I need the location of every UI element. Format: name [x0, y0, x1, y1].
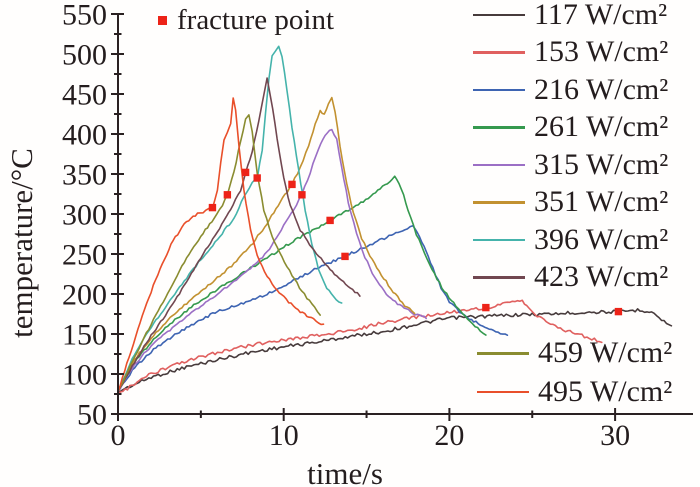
- y-tick-label: 350: [62, 159, 107, 192]
- curve-315: [117, 128, 427, 393]
- legend-item-495: 495 W/cm²: [477, 373, 672, 412]
- legend-line-swatch: [473, 126, 525, 129]
- legend-item-459: 459 W/cm²: [477, 334, 672, 373]
- legend-item-423: 423 W/cm²: [473, 259, 668, 297]
- legend-item-351: 351 W/cm²: [473, 184, 668, 222]
- curve-261: [117, 175, 487, 393]
- legend-item-261: 261 W/cm²: [473, 109, 668, 147]
- fracture-points: [208, 168, 623, 316]
- legend-item-label: 216 W/cm²: [534, 72, 669, 106]
- fracture-point-marker: [241, 168, 250, 177]
- legend-line-swatch: [477, 352, 529, 355]
- legend-item-label: 261 W/cm²: [534, 110, 669, 144]
- y-tick-label: 250: [62, 239, 107, 272]
- curve-396: [117, 45, 343, 393]
- x-tick-label: 10: [269, 419, 299, 452]
- fracture-point-marker: [482, 303, 490, 312]
- legend-item-label: 396 W/cm²: [534, 222, 669, 256]
- series-lines: [117, 45, 673, 395]
- fracture-marker-icon: [158, 16, 167, 25]
- y-tick-label: 100: [62, 359, 107, 392]
- y-tick-label: 550: [62, 0, 107, 32]
- legend-line-swatch: [473, 201, 525, 204]
- legend-line-swatch: [477, 390, 529, 393]
- fracture-point-marker: [298, 191, 306, 199]
- legend-item-label: 153 W/cm²: [534, 35, 669, 69]
- legend-item-216: 216 W/cm²: [473, 71, 668, 109]
- x-tick-label: 20: [434, 419, 464, 452]
- fracture-point-marker: [223, 191, 232, 199]
- curve-117: [117, 308, 673, 393]
- legend-line-swatch: [473, 51, 525, 54]
- legend-item-label: 351 W/cm²: [534, 185, 669, 219]
- axes: [111, 13, 693, 421]
- legend-item-153: 153 W/cm²: [473, 34, 668, 72]
- legend-line-swatch: [473, 276, 525, 279]
- fracture-point-marker: [614, 307, 623, 316]
- curve-351: [117, 96, 416, 393]
- curve-495: [117, 97, 325, 393]
- y-tick-label: 300: [62, 199, 107, 232]
- legend-item-label: 117 W/cm²: [534, 0, 668, 31]
- fracture-point-marker: [341, 252, 349, 261]
- y-tick-label: 500: [62, 39, 107, 72]
- legend-line-swatch: [473, 163, 525, 166]
- legend-group-top: 117 W/cm² 153 W/cm² 216 W/cm² 261 W/cm² …: [473, 0, 668, 296]
- x-axis-label: time/s: [307, 456, 383, 487]
- y-tick-label: 150: [62, 319, 107, 352]
- legend-item-label: 315 W/cm²: [534, 147, 669, 181]
- y-tick-label: 450: [62, 79, 107, 112]
- y-tick-label: 400: [62, 119, 107, 152]
- legend-line-swatch: [473, 13, 525, 16]
- fracture-point-marker: [288, 180, 296, 189]
- y-axis-label: temperature/°C: [4, 148, 39, 338]
- legend-item-315: 315 W/cm²: [473, 146, 668, 184]
- y-tick-label: 50: [77, 399, 107, 432]
- legend-group-bottom: 459 W/cm² 495 W/cm²: [477, 334, 672, 411]
- fracture-point-marker: [253, 174, 261, 182]
- x-tick-label: 30: [600, 419, 630, 452]
- fracture-point-marker: [326, 216, 334, 225]
- fracture-legend-label: fracture point: [177, 4, 335, 36]
- fracture-point-marker: [208, 203, 217, 212]
- curve-459: [117, 114, 321, 393]
- tick-labels: 50 100 150 200 250 300 350 400 450 500 550 0 10 20 30: [62, 0, 630, 452]
- legend-item-396: 396 W/cm²: [473, 221, 668, 259]
- x-tick-label: 0: [111, 419, 126, 452]
- legend-item-label: 459 W/cm²: [538, 336, 673, 370]
- legend-line-swatch: [473, 238, 525, 241]
- fracture-point-legend: fracture point: [158, 4, 334, 37]
- curve-153: [117, 299, 603, 395]
- y-tick-label: 200: [62, 279, 107, 312]
- legend-item-label: 423 W/cm²: [534, 260, 669, 294]
- legend-item-117: 117 W/cm²: [473, 0, 668, 34]
- curve-216: [117, 224, 509, 393]
- legend-item-label: 495 W/cm²: [538, 374, 673, 408]
- legend-line-swatch: [473, 88, 525, 91]
- curve-423: [117, 77, 361, 393]
